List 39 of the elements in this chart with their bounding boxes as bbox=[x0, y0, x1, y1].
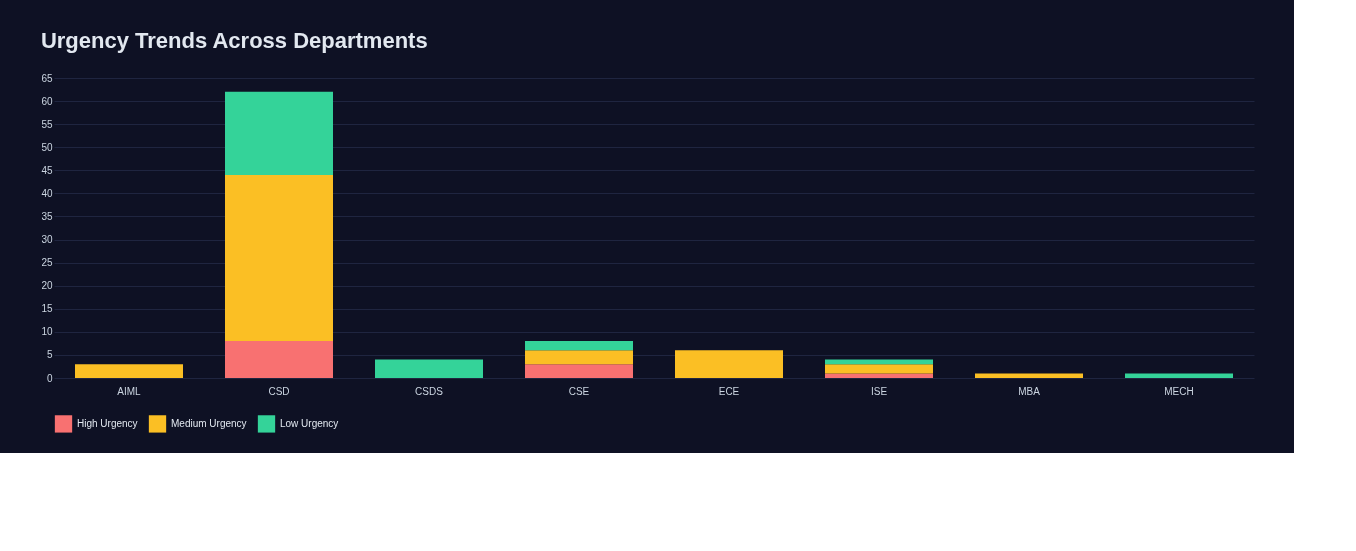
legend-label: High Urgency bbox=[77, 417, 138, 429]
bar bbox=[225, 91, 333, 175]
y-tick-label: 40 bbox=[41, 187, 53, 199]
y-tick-label: 65 bbox=[41, 72, 53, 84]
y-tick-label: 5 bbox=[46, 349, 53, 361]
x-tick-label: AIML bbox=[117, 385, 142, 397]
bar bbox=[225, 174, 333, 342]
y-tick-label: 50 bbox=[41, 141, 53, 153]
y-tick-label: 25 bbox=[41, 257, 53, 269]
legend-label: Medium Urgency bbox=[171, 417, 247, 429]
bar bbox=[75, 364, 183, 378]
x-tick-label: ISE bbox=[870, 385, 888, 397]
bar bbox=[225, 341, 333, 378]
y-tick-label: 45 bbox=[41, 164, 53, 176]
bar bbox=[525, 364, 633, 378]
x-tick-label: CSDS bbox=[415, 385, 444, 397]
y-tick-label: 30 bbox=[41, 234, 53, 246]
bar bbox=[825, 364, 933, 374]
bar bbox=[975, 373, 1083, 378]
bar bbox=[525, 350, 633, 365]
y-tick-label: 20 bbox=[41, 280, 53, 292]
bar bbox=[375, 359, 483, 378]
chart-title: Urgency Trends Across Departments bbox=[40, 28, 428, 53]
x-tick-label: CSD bbox=[268, 385, 290, 397]
bar bbox=[825, 373, 933, 378]
x-tick-label: MBA bbox=[1018, 385, 1041, 397]
legend-label: Low Urgency bbox=[280, 417, 339, 429]
bar bbox=[1125, 373, 1233, 378]
y-tick-label: 35 bbox=[41, 210, 53, 222]
bar bbox=[525, 341, 633, 351]
x-tick-label: MECH bbox=[1164, 385, 1194, 397]
y-tick-label: 0 bbox=[46, 372, 53, 384]
x-tick-label: CSE bbox=[568, 385, 590, 397]
y-tick-label: 10 bbox=[41, 326, 53, 338]
bar bbox=[675, 350, 783, 378]
x-tick-label: ECE bbox=[718, 385, 740, 397]
y-tick-label: 55 bbox=[41, 118, 53, 130]
y-tick-label: 60 bbox=[41, 95, 53, 107]
y-tick-label: 15 bbox=[41, 303, 53, 315]
